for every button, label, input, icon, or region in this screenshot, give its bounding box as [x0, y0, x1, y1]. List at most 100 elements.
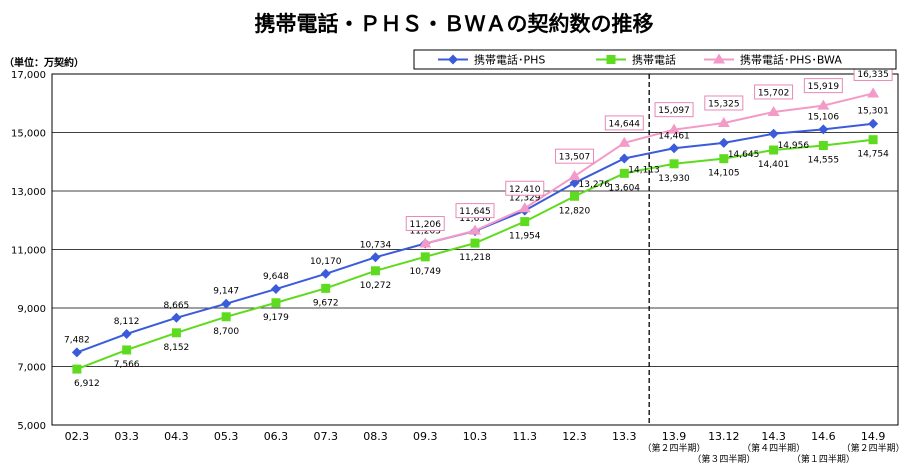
data-point-diamond	[669, 143, 680, 154]
data-point-square	[769, 145, 779, 155]
data-label-green: 14,105	[708, 169, 740, 179]
x-tick-label: 04.3	[164, 430, 189, 443]
legend-marker-diamond	[448, 54, 458, 65]
x-tick-label: 13.3	[612, 430, 637, 443]
x-tick-label: 14.3	[761, 430, 786, 443]
data-point-square	[570, 191, 580, 201]
y-tick-label: 7,000	[17, 363, 46, 374]
grid-lines	[52, 132, 898, 367]
x-tick-label: 10.3	[463, 430, 488, 443]
data-label-box-pink	[754, 84, 794, 100]
data-label-blue: 14,645	[728, 150, 760, 160]
data-point-triangle	[568, 170, 581, 181]
data-label-green: 14,754	[857, 150, 889, 160]
unit-label: （単位：万契約）	[4, 56, 84, 69]
data-label-green: 12,820	[559, 206, 591, 216]
data-point-triangle	[419, 237, 432, 248]
series-line-triangle	[424, 92, 874, 245]
data-label-blue: 14,461	[658, 131, 690, 141]
data-point-diamond	[121, 328, 132, 339]
data-point-diamond	[619, 153, 630, 164]
data-point-diamond	[818, 124, 829, 135]
data-label-green: 10,749	[409, 267, 441, 277]
data-label-pink: 15,919	[808, 82, 840, 92]
data-point-diamond	[569, 177, 580, 188]
data-label-green: 14,555	[808, 156, 840, 166]
data-label-blue: 7,482	[64, 335, 90, 345]
data-label-box-pink	[505, 180, 545, 196]
y-tick-label: 13,000	[11, 187, 46, 198]
x-tick-label: 13.9	[662, 430, 687, 443]
data-label-box-pink	[455, 203, 495, 219]
data-point-square	[171, 328, 181, 338]
data-point-diamond	[868, 118, 879, 129]
data-label-box-pink	[405, 215, 445, 231]
x-tick-label: 11.3	[513, 430, 538, 443]
data-point-square	[868, 135, 878, 145]
data-label-green: 6,912	[74, 379, 100, 389]
data-label-blue: 14,113	[628, 165, 660, 175]
data-point-triangle	[767, 105, 780, 116]
x-tick-label: 06.3	[264, 430, 289, 443]
data-label-pink: 15,325	[708, 99, 740, 109]
data-label-green: 7,566	[114, 360, 140, 370]
data-label-pink: 12,410	[509, 185, 541, 195]
data-label-blue: 11,630	[459, 214, 491, 224]
x-tick-label: 08.3	[363, 430, 388, 443]
x-tick-sublabel: （第２四半期）	[842, 442, 905, 454]
data-label-green: 11,218	[459, 253, 491, 263]
x-tick-sublabel: （第３四半期）	[692, 453, 755, 465]
data-label-green: 13,604	[609, 183, 641, 193]
data-point-triangle	[817, 99, 830, 110]
data-point-square	[321, 283, 331, 293]
data-label-blue: 8,112	[114, 317, 140, 327]
x-tick-label: 02.3	[65, 430, 90, 443]
y-tick-label: 11,000	[11, 246, 46, 257]
legend-box	[413, 49, 897, 70]
legend-marker-square	[606, 55, 616, 64]
data-point-square	[420, 252, 430, 262]
data-label-green: 14,401	[758, 160, 790, 170]
data-label-green: 9,672	[313, 298, 339, 308]
x-tick-label: 07.3	[313, 430, 338, 443]
data-point-square	[619, 168, 629, 178]
data-label-pink: 16,335	[857, 70, 889, 80]
data-point-diamond	[370, 252, 381, 263]
data-point-square	[818, 141, 828, 151]
legend-label: 携帯電話	[632, 53, 676, 67]
data-label-blue: 9,147	[213, 287, 239, 297]
data-label-pink: 11,645	[459, 207, 491, 217]
data-label-pink: 11,206	[409, 220, 441, 230]
data-label-blue: 15,106	[808, 112, 840, 122]
data-point-square	[122, 345, 132, 355]
data-point-diamond	[71, 347, 82, 358]
data-label-box-pink	[555, 148, 595, 164]
y-axis: 5,000 7,000 9,000 11,000 13,000 15,000 17,000	[11, 70, 46, 432]
legend-marker-triangle	[713, 53, 725, 64]
legend-label: 携帯電話･PHS	[474, 53, 545, 67]
x-tick-sublabel: （第４四半期）	[742, 442, 805, 454]
data-point-diamond	[320, 268, 331, 279]
data-label-green: 10,272	[360, 281, 392, 291]
data-label-blue: 12,329	[509, 194, 541, 204]
data-label-green: 13,930	[658, 174, 690, 184]
data-point-square	[719, 154, 729, 164]
data-point-square	[271, 298, 281, 308]
data-label-blue: 13,276	[579, 180, 611, 190]
data-label-blue: 8,665	[164, 301, 190, 311]
series-group	[71, 87, 880, 374]
data-label-green: 11,954	[509, 232, 541, 242]
y-tick-label: 17,000	[11, 70, 46, 81]
y-tick-label: 15,000	[11, 129, 46, 140]
data-point-diamond	[171, 312, 182, 323]
data-point-square	[520, 217, 530, 227]
data-point-diamond	[768, 128, 779, 139]
y-tick-label: 5,000	[17, 421, 46, 432]
data-label-pink: 15,097	[658, 106, 690, 116]
data-point-square	[470, 238, 480, 248]
data-point-triangle	[717, 116, 730, 127]
data-point-triangle	[469, 224, 481, 235]
x-tick-label: 14.6	[811, 430, 836, 443]
data-label-pink: 15,702	[758, 88, 790, 98]
